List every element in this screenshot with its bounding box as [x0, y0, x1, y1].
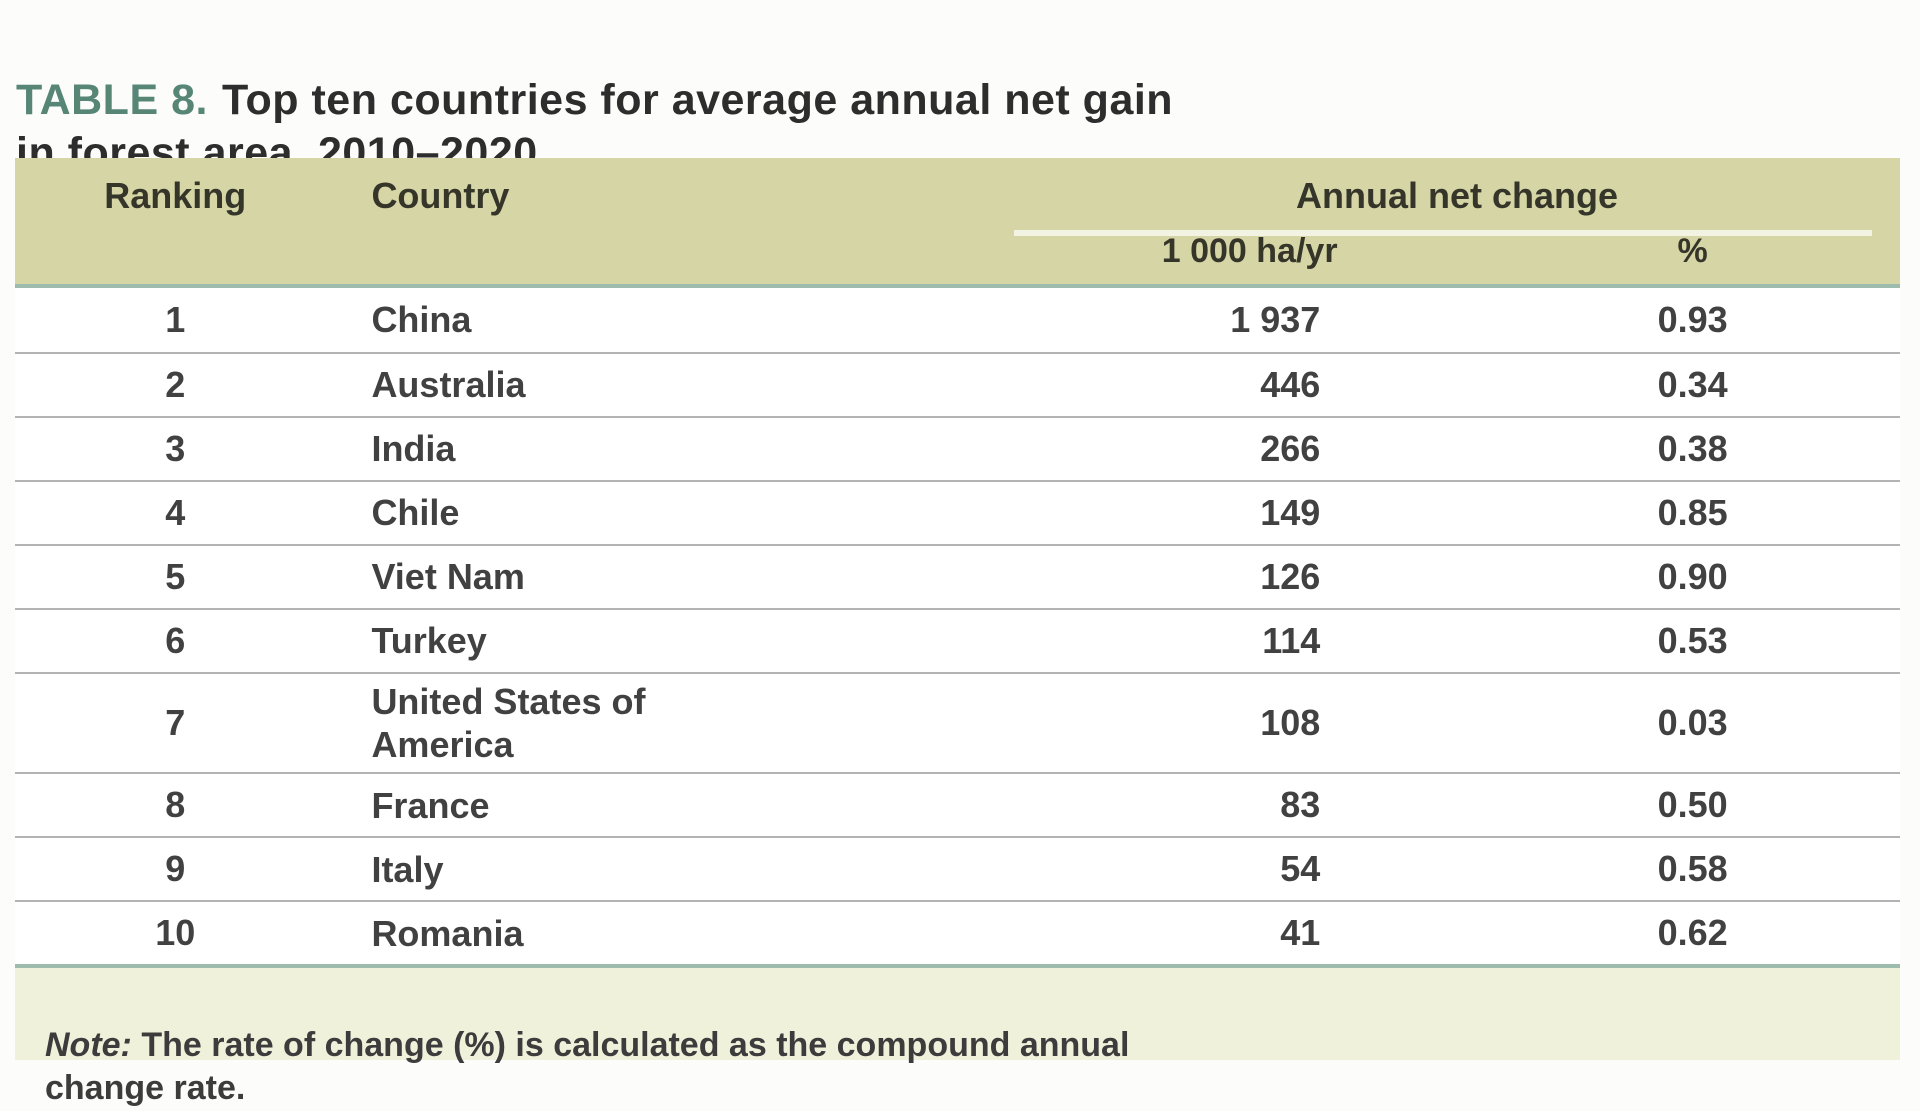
percent-value-cell: 0.85 [1657, 492, 1728, 533]
area-value-cell: 41 [1280, 912, 1321, 954]
area-value-cell: 266 [1260, 428, 1321, 469]
table-row: 2 Australia 446 0.34 [15, 352, 1900, 416]
percent-value-cell: 0.50 [1657, 784, 1728, 826]
table-header-row-units: 1 000 ha/yr % [15, 224, 1900, 278]
table-row: 1 China 1 937 0.93 [15, 288, 1900, 352]
area-value-cell: 1 937 [1230, 299, 1321, 340]
note-text: The rate of change (%) is calculated as … [45, 1025, 1130, 1108]
percent-value-cell: 0.93 [1657, 299, 1728, 340]
area-value-cell: 114 [1262, 620, 1321, 661]
area-value-cell: 126 [1260, 556, 1321, 597]
country-cell: France [371, 784, 490, 826]
column-header-unit-ha: 1 000 ha/yr [1161, 231, 1338, 270]
percent-value-cell: 0.53 [1657, 620, 1728, 661]
rank-cell: 5 [165, 556, 186, 597]
rank-cell: 4 [165, 492, 186, 533]
rank-cell: 6 [165, 620, 186, 661]
rank-cell: 7 [165, 702, 186, 744]
country-cell: China [371, 299, 472, 341]
table-row: 3 India 266 0.38 [15, 416, 1900, 480]
rank-cell: 8 [165, 784, 186, 826]
table-header-row-main: Ranking Country Annual net change [15, 158, 1900, 224]
area-value-cell: 83 [1280, 784, 1321, 826]
table-row: 7 United States of America 108 0.03 [15, 672, 1900, 773]
percent-value-cell: 0.34 [1657, 364, 1728, 405]
table-row: 4 Chile 149 0.85 [15, 480, 1900, 544]
country-cell: India [371, 428, 456, 470]
country-cell: United States of America [371, 681, 646, 766]
percent-value-cell: 0.58 [1657, 848, 1728, 890]
table-row: 10 Romania 41 0.62 [15, 900, 1900, 965]
table-row: 9 Italy 54 0.58 [15, 836, 1900, 901]
percent-value-cell: 0.03 [1657, 702, 1728, 744]
rank-cell: 9 [165, 848, 186, 890]
country-cell: Romania [371, 912, 524, 954]
rank-cell: 3 [165, 428, 186, 469]
percent-value-cell: 0.90 [1657, 556, 1728, 597]
column-header-country: Country [371, 175, 510, 216]
area-value-cell: 446 [1260, 364, 1321, 405]
area-value-cell: 108 [1260, 702, 1321, 744]
country-cell: Turkey [371, 620, 487, 662]
rank-cell: 10 [155, 912, 196, 954]
table-number-label: TABLE 8. [16, 76, 208, 125]
header-divider-line [1014, 230, 1872, 236]
country-cell: Australia [371, 364, 526, 406]
rank-cell: 1 [165, 299, 186, 340]
country-cell: Chile [371, 492, 460, 534]
column-header-unit-percent: % [1677, 231, 1708, 270]
note-label: Note: [45, 1025, 132, 1064]
table-note: Note: The rate of change (%) is calculat… [15, 964, 1900, 1107]
column-header-annual-net-change: Annual net change [1295, 175, 1619, 216]
country-cell: Viet Nam [371, 556, 525, 598]
table-header: Ranking Country Annual net change 1 000 … [15, 158, 1900, 288]
percent-value-cell: 0.38 [1657, 428, 1728, 469]
page-title: TABLE 8. Top ten countries for average an… [0, 0, 1920, 179]
rank-cell: 2 [165, 364, 186, 405]
table-row: 6 Turkey 114 0.53 [15, 608, 1900, 672]
percent-value-cell: 0.62 [1657, 912, 1728, 954]
table-body: 1 China 1 937 0.93 2 Australia 446 0.34 … [15, 288, 1900, 965]
column-header-ranking: Ranking [104, 175, 247, 216]
table-row: 8 France 83 0.50 [15, 772, 1900, 837]
area-value-cell: 149 [1260, 492, 1321, 533]
area-value-cell: 54 [1280, 848, 1321, 890]
country-cell: Italy [371, 848, 444, 890]
forest-gain-table: Ranking Country Annual net change 1 000 … [15, 158, 1900, 1107]
table-row: 5 Viet Nam 126 0.90 [15, 544, 1900, 608]
